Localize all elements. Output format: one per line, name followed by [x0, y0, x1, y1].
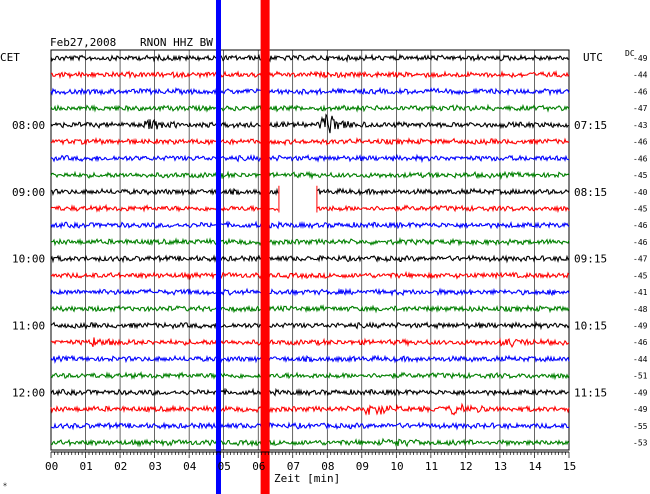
trace-4 — [50, 113, 569, 134]
dc-value-9: -45 — [633, 204, 648, 213]
dc-value-16: -49 — [633, 322, 648, 331]
corner-mark: ⁎ — [3, 479, 7, 488]
x-tick-label: 05 — [218, 460, 231, 473]
trace-20 — [50, 387, 570, 397]
right-time-label: 08:15 — [574, 186, 607, 199]
right-time-label: 10:15 — [574, 320, 607, 333]
dc-value-10: -46 — [633, 221, 648, 230]
x-tick-label: 14 — [528, 460, 542, 473]
trace-17 — [50, 337, 570, 348]
x-tick-label: 09 — [356, 460, 369, 473]
left-time-label: 09:00 — [12, 186, 45, 199]
trace-15 — [50, 304, 570, 314]
right-timezone-label: UTC — [583, 51, 603, 64]
trace-0 — [50, 53, 570, 63]
dc-value-21: -49 — [633, 405, 648, 414]
dc-value-6: -46 — [633, 154, 648, 163]
dc-value-4: -43 — [633, 121, 648, 130]
left-time-label: 12:00 — [12, 386, 45, 399]
x-tick-label: 11 — [425, 460, 438, 473]
x-tick-label: 08 — [321, 460, 334, 473]
dc-value-19: -51 — [633, 372, 648, 381]
x-tick-label: 15 — [563, 460, 576, 473]
right-time-label: 07:15 — [574, 119, 607, 132]
trace-21 — [50, 402, 570, 416]
dc-value-5: -46 — [633, 138, 648, 147]
dc-value-7: -45 — [633, 171, 648, 180]
x-tick-label: 00 — [45, 460, 58, 473]
trace-11 — [50, 236, 570, 247]
trace-22 — [50, 421, 570, 431]
trace-layer — [50, 53, 570, 448]
dc-value-12: -47 — [633, 255, 648, 264]
x-tick-label: 12 — [459, 460, 472, 473]
vertical-marker-0 — [215, 0, 221, 494]
trace-14 — [50, 287, 570, 297]
header-date: Feb27,2008 — [50, 36, 116, 49]
dc-value-17: -46 — [633, 338, 648, 347]
trace-3 — [50, 103, 570, 113]
trace-5 — [50, 136, 570, 147]
dc-value-0: -49 — [633, 54, 648, 63]
trace-10 — [50, 220, 570, 230]
trace-13 — [50, 270, 570, 281]
marker-layer — [215, 0, 270, 494]
left-time-label: 11:00 — [12, 320, 45, 333]
dc-value-23: -53 — [633, 439, 648, 448]
dc-value-2: -46 — [633, 87, 648, 96]
x-tick-label: 02 — [114, 460, 127, 473]
trace-16 — [50, 320, 570, 331]
dc-value-20: -49 — [633, 388, 648, 397]
left-timezone-label: CET — [0, 51, 20, 64]
x-tick-label: 06 — [252, 460, 265, 473]
left-time-label: 10:00 — [12, 253, 45, 266]
trace-8 — [50, 187, 570, 197]
dc-value-22: -55 — [633, 422, 648, 431]
trace-6 — [50, 153, 569, 164]
dc-value-1: -44 — [633, 71, 648, 80]
dc-value-18: -44 — [633, 355, 648, 364]
left-time-label: 08:00 — [12, 119, 45, 132]
trace-9 — [50, 203, 570, 214]
x-tick-label: 01 — [80, 460, 93, 473]
x-axis-label: Zeit [min] — [274, 472, 340, 485]
x-tick-label: 03 — [149, 460, 162, 473]
trace-23 — [50, 437, 570, 448]
dc-label: DC — [625, 49, 635, 58]
vertical-marker-1 — [260, 0, 270, 494]
x-tick-label: 07 — [287, 460, 300, 473]
label-layer: Feb27,2008 RNON HHZ BW CET UTC DC Zeit [… — [0, 36, 648, 485]
x-tick-label: 10 — [390, 460, 403, 473]
trace-1 — [50, 70, 570, 80]
x-axis: 00 01 02 03 04 05 06 07 08 09 10 11 12 13 14 15 — [45, 451, 576, 473]
trace-2 — [50, 86, 570, 97]
trace-12 — [50, 254, 570, 264]
x-tick-label: 13 — [494, 460, 507, 473]
dc-value-13: -45 — [633, 271, 648, 280]
trace-7 — [50, 170, 570, 180]
x-tick-label: 04 — [183, 460, 197, 473]
right-time-label: 09:15 — [574, 253, 607, 266]
right-time-label: 11:15 — [574, 386, 607, 399]
dc-value-15: -48 — [633, 305, 648, 314]
trace-19 — [50, 370, 570, 381]
dc-value-3: -47 — [633, 104, 648, 113]
dc-value-8: -40 — [633, 188, 648, 197]
dc-value-11: -46 — [633, 238, 648, 247]
dc-value-14: -41 — [633, 288, 648, 297]
header-station: RNON HHZ BW — [140, 36, 213, 49]
minute-grid — [50, 49, 570, 451]
trace-18 — [50, 354, 570, 364]
plot-frame — [50, 49, 570, 451]
